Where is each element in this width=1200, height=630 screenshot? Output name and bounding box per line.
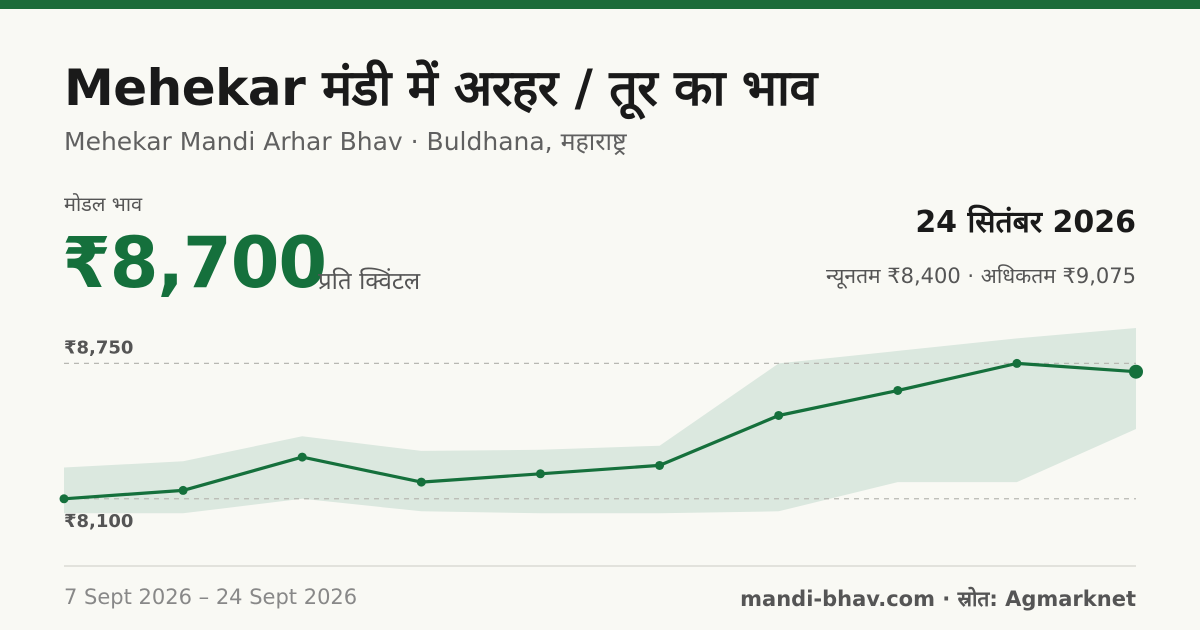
min-max-range: न्यूनतम ₹8,400 · अधिकतम ₹9,075 <box>826 264 1136 288</box>
source-credit: mandi-bhav.com · स्रोत: Agmarknet <box>740 587 1136 611</box>
top-accent-bar <box>0 0 1200 9</box>
min-max-band <box>64 328 1136 514</box>
date-range: 7 Sept 2026 – 24 Sept 2026 <box>64 585 358 609</box>
price-point <box>655 460 665 470</box>
price-chart: ₹8,100 ₹8,750 <box>59 328 1143 532</box>
price-point <box>893 385 903 395</box>
price-point <box>297 452 307 462</box>
modal-price-line <box>63 361 1137 501</box>
page-subtitle: Mehekar Mandi Arhar Bhav · Buldhana, महा… <box>64 127 627 156</box>
y-tick-label: ₹8,750 <box>64 337 133 358</box>
modal-price-label: मोडल भाव <box>64 192 143 216</box>
price-point <box>178 485 188 495</box>
price-point <box>535 469 545 479</box>
footer-divider <box>64 565 1136 567</box>
price-point <box>1012 358 1022 368</box>
page-title: Mehekar मंडी में अरहर / तूर का भाव <box>64 59 817 117</box>
price-point <box>416 477 426 487</box>
y-tick-label: ₹8,100 <box>64 511 133 532</box>
modal-price-value: ₹8,700 <box>62 222 327 304</box>
price-point <box>774 410 784 420</box>
price-unit: प्रति क्विंटल <box>318 267 421 295</box>
latest-price-point <box>1129 364 1143 379</box>
price-point <box>59 494 69 504</box>
report-date: 24 सितंबर 2026 <box>915 205 1136 240</box>
